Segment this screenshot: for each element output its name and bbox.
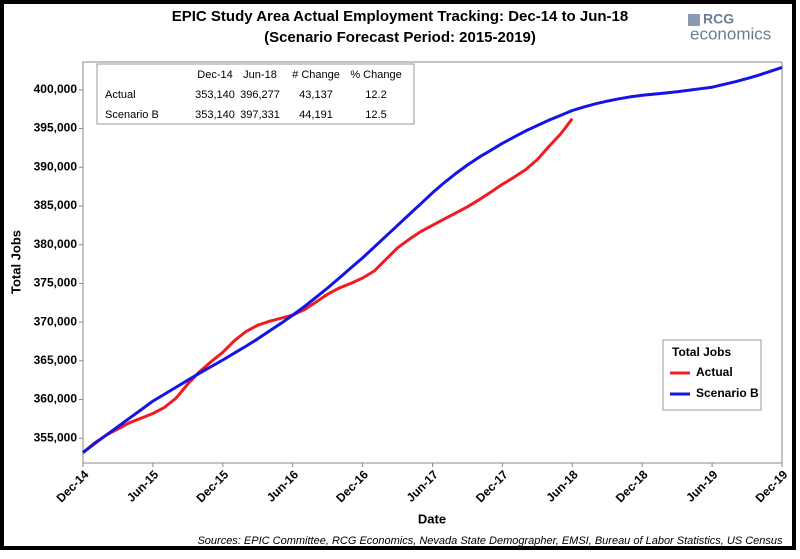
table-cell: 44,191 [299,109,333,121]
logo-name: economics [690,24,771,43]
legend-box [662,339,762,411]
series-line [82,65,783,454]
chart-title: EPIC Study Area Actual Employment Tracki… [172,8,629,25]
y-tick-label: 385,000 [34,198,78,212]
table-header: Jun-18 [243,69,277,81]
legend-title: Total Jobs [672,345,731,359]
logo: RCG economics [688,11,771,43]
y-tick-label: 365,000 [34,353,78,367]
series-line [82,117,574,454]
table-cell: 397,331 [240,109,280,121]
legend-label: Scenario B [696,386,759,400]
table-row-label: Actual [105,89,136,101]
y-tick-label: 355,000 [34,430,78,444]
table-cell: 12.5 [365,109,386,121]
legend-label: Actual [696,365,733,379]
table-cell: 43,137 [299,89,333,101]
table-box [96,63,415,125]
inset-table: Dec-14 Jun-18 # Change % Change Actual 353,14… [96,63,415,125]
legend: Total Jobs Actual Scenario B [662,339,762,411]
table-header: # Change [292,69,340,81]
table-cell: 12.2 [365,89,386,101]
y-tick-label: 395,000 [34,121,78,135]
y-axis-title: Total Jobs [8,230,23,294]
logo-icon [688,14,700,26]
table-cell: 353,140 [195,89,235,101]
logo-brand: RCG [703,11,734,27]
x-axis-title: Date [418,511,446,526]
y-tick-label: 375,000 [34,276,78,290]
y-tick-label: 360,000 [34,392,78,406]
table-cell: 396,277 [240,89,280,101]
y-tick-label: 370,000 [34,314,78,328]
y-tick-label: 380,000 [34,237,78,251]
chart-subtitle: (Scenario Forecast Period: 2015-2019) [264,29,536,46]
table-cell: 353,140 [195,109,235,121]
table-header: Dec-14 [197,69,232,81]
source-note: Sources: EPIC Committee, RCG Economics, … [197,535,783,547]
table-header: % Change [350,69,401,81]
table-row-label: Scenario B [105,109,159,121]
y-tick-label: 400,000 [34,82,78,96]
y-tick-label: 390,000 [34,159,78,173]
